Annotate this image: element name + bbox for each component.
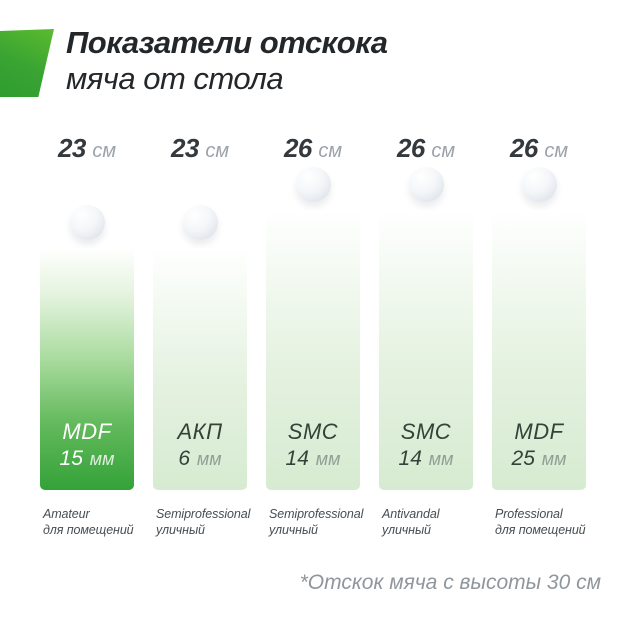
thickness-unit: мм: [428, 449, 454, 469]
thickness-unit: мм: [541, 449, 567, 469]
page-title: Показатели отскока мяча от стола: [66, 25, 388, 97]
thickness-value: 15: [59, 447, 83, 470]
thickness-value: 6: [178, 447, 191, 470]
table-grade-label: Antivandal уличный: [382, 506, 512, 538]
bounce-height-label: 23 см: [153, 133, 247, 164]
bar-text: MDF 15 мм: [40, 418, 134, 473]
table-material: SMC: [400, 419, 452, 444]
ping-pong-ball-icon: [522, 167, 557, 202]
thickness-value: 25: [511, 447, 535, 470]
table-bar: MDF 25 мм: [492, 210, 586, 490]
thickness-unit: мм: [89, 449, 115, 469]
bounce-value: 26: [283, 133, 312, 163]
thickness-value: 14: [285, 447, 309, 470]
table-grade-label: Semiprofessional уличный: [269, 506, 399, 538]
bounce-unit: см: [431, 140, 456, 162]
bar-text: АКП 6 мм: [153, 418, 247, 473]
grade-ru: для помещений: [495, 523, 586, 537]
grade-en: Professional: [495, 507, 563, 521]
grade-ru: уличный: [382, 523, 431, 537]
bounce-value: 26: [509, 133, 538, 163]
chart-column: 23 см АКП 6 мм Semiprofessional уличный: [153, 0, 250, 630]
page-title-line2: мяча от стола: [66, 61, 284, 96]
grade-en: Semiprofessional: [156, 507, 251, 521]
table-material: MDF: [62, 419, 112, 444]
table-thickness: 25 мм: [492, 445, 586, 473]
table-material: АКП: [177, 419, 223, 444]
thickness-value: 14: [398, 447, 422, 470]
table-bar: SMC 14 мм: [379, 210, 473, 490]
bar-text: SMC 14 мм: [379, 418, 473, 473]
ping-pong-ball-icon: [70, 205, 105, 240]
table-material: MDF: [514, 419, 564, 444]
ping-pong-ball-icon: [296, 167, 331, 202]
table-grade-label: Professional для помещений: [495, 506, 625, 538]
footnote: *Отскок мяча с высоты 30 см: [299, 571, 601, 594]
table-thickness: 14 мм: [379, 445, 473, 473]
table-bar: АКП 6 мм: [153, 248, 247, 490]
bar-text: MDF 25 мм: [492, 418, 586, 473]
thickness-unit: мм: [315, 449, 341, 469]
grade-ru: уличный: [156, 523, 205, 537]
table-material: SMC: [287, 419, 339, 444]
bounce-height-label: 26 см: [492, 133, 586, 164]
bounce-value: 26: [396, 133, 425, 163]
table-thickness: 6 мм: [153, 445, 247, 473]
table-bar: SMC 14 мм: [266, 210, 360, 490]
bounce-unit: см: [92, 140, 117, 162]
bounce-height-label: 26 см: [266, 133, 360, 164]
grade-en: Antivandal: [382, 507, 440, 521]
chart-column: 26 см MDF 25 мм Professional для помещен…: [492, 0, 586, 630]
chart-column: 23 см MDF 15 мм Amateur для помещений: [40, 0, 134, 630]
grade-en: Semiprofessional: [269, 507, 364, 521]
table-thickness: 15 мм: [40, 445, 134, 473]
bounce-value: 23: [170, 133, 199, 163]
bounce-value: 23: [57, 133, 86, 163]
table-bar: MDF 15 мм: [40, 248, 134, 490]
grade-ru: для помещений: [43, 523, 134, 537]
table-grade-label: Semiprofessional уличный: [156, 506, 286, 538]
grade-ru: уличный: [269, 523, 318, 537]
bounce-unit: см: [318, 140, 343, 162]
thickness-unit: мм: [196, 449, 222, 469]
bar-text: SMC 14 мм: [266, 418, 360, 473]
bounce-height-label: 26 см: [379, 133, 473, 164]
ping-pong-ball-icon: [409, 167, 444, 202]
chart-column: 26 см SMC 14 мм Antivandal уличный: [379, 0, 473, 630]
page-title-line1: Показатели отскока: [66, 25, 388, 60]
grade-en: Amateur: [43, 507, 90, 521]
bounce-unit: см: [205, 140, 230, 162]
bounce-unit: см: [544, 140, 569, 162]
table-thickness: 14 мм: [266, 445, 360, 473]
bounce-height-label: 23 см: [40, 133, 134, 164]
ping-pong-ball-icon: [183, 205, 218, 240]
table-grade-label: Amateur для помещений: [43, 506, 173, 538]
chart-column: 26 см SMC 14 мм Semiprofessional уличный: [266, 0, 363, 630]
